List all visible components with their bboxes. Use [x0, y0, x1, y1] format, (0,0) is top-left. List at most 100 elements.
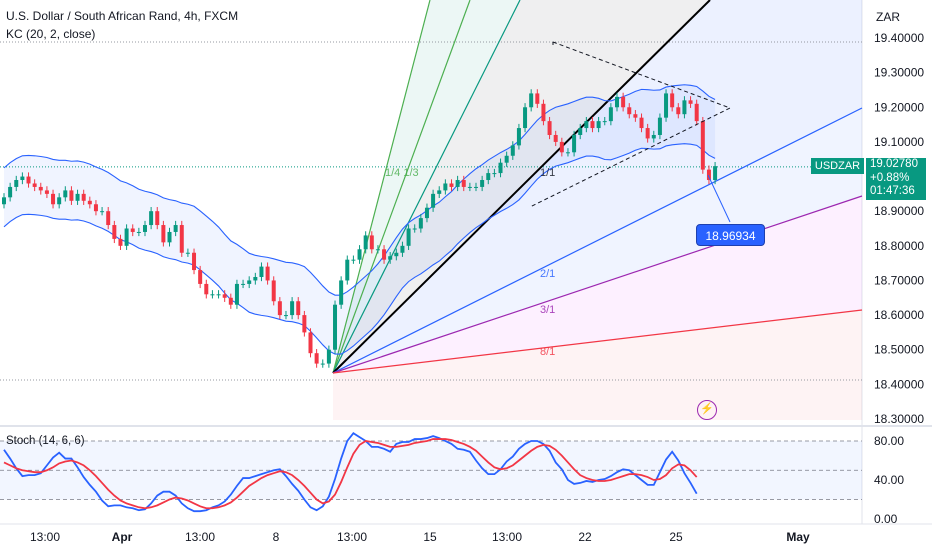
fan-fill-2-1 [333, 0, 862, 373]
candle-body [670, 93, 675, 108]
fan-label: 1/4 1/3 [385, 167, 419, 179]
candle-body [431, 193, 436, 208]
candle-body [26, 176, 31, 184]
candle-body [130, 228, 135, 232]
stoch-label[interactable]: Stoch (14, 6, 6) [6, 435, 85, 447]
measure-label[interactable]: 18.96934 [696, 224, 765, 246]
candle-body [388, 256, 393, 260]
candle-body [535, 93, 540, 104]
candle-body [20, 176, 25, 181]
fan-label: 3/1 [540, 304, 555, 316]
candle-body [204, 283, 209, 295]
candle-body [492, 173, 497, 175]
candle-body [688, 100, 693, 104]
candle-body [474, 186, 479, 188]
candle-body [559, 141, 564, 153]
fan-line-4 [332, 107, 863, 374]
price-change: +0.88% [870, 171, 910, 184]
candle-body [578, 128, 583, 135]
candle-body [14, 180, 19, 187]
fan-line-1 [332, 0, 471, 374]
candle-body [333, 304, 338, 350]
candle-body [277, 301, 282, 316]
candle-body [75, 193, 80, 201]
candle-body [547, 121, 552, 135]
candle-body [394, 252, 399, 257]
candle-body [412, 228, 417, 230]
candle-body [100, 211, 105, 213]
candle-body [124, 228, 129, 246]
candle-body [155, 211, 160, 226]
candle-body [602, 121, 607, 123]
candle-body [639, 117, 644, 129]
price-tick: 18.70000 [874, 273, 924, 287]
candle-body [81, 193, 86, 201]
fan-line-5 [332, 195, 863, 374]
candle-body [651, 134, 656, 139]
candle-body [706, 169, 711, 181]
candle-body [149, 211, 154, 226]
candle-body [142, 225, 147, 232]
candle-body [136, 231, 141, 233]
flash-icon[interactable]: ⚡ [697, 400, 717, 420]
fan-line-0 [332, 0, 431, 374]
candle-body [553, 134, 558, 142]
time-tick: 13:00 [492, 530, 522, 544]
candle-body [418, 218, 423, 229]
candle-body [633, 114, 638, 118]
candle-body [700, 121, 705, 170]
candle-body [608, 107, 613, 122]
indicator-label[interactable]: KC (20, 2, close) [6, 27, 96, 41]
triangle-pattern [529, 41, 732, 208]
candle-body [222, 294, 227, 298]
candle-body [112, 225, 117, 239]
time-tick: 22 [578, 530, 592, 544]
candle-body [253, 276, 258, 281]
keltner-upper [3, 84, 716, 296]
candle-body [57, 197, 62, 205]
price-tick: 18.90000 [874, 204, 924, 218]
stoch-d-line [3, 438, 698, 510]
candle-body [713, 166, 718, 181]
candle-body [38, 186, 43, 191]
time-tick: 25 [669, 530, 683, 544]
candle-body [161, 225, 166, 243]
candle-body [32, 183, 37, 187]
candle-body [63, 190, 68, 198]
candle-body [437, 190, 442, 194]
price-tick: 19.10000 [874, 135, 924, 149]
candle-body [375, 249, 380, 251]
candle-body [424, 207, 429, 219]
candle-body [93, 204, 98, 212]
candle-body [645, 128, 650, 139]
candle-body [216, 294, 221, 296]
time-tick: May [786, 530, 810, 544]
candle-body [657, 117, 662, 135]
time-tick: 8 [273, 530, 280, 544]
candle-body [443, 183, 448, 191]
candle-body [51, 193, 56, 205]
currency-label[interactable]: ZAR [876, 10, 900, 24]
keltner-fill [4, 84, 716, 355]
candle-body [259, 266, 264, 277]
candle-body [326, 349, 331, 364]
stoch-k-line [3, 432, 698, 513]
fan-label: 2/1 [540, 268, 555, 280]
candle-body [8, 186, 13, 198]
candle-body [314, 353, 319, 364]
candle-body [565, 152, 570, 154]
candle-body [621, 96, 626, 108]
candle-body [290, 301, 295, 316]
candle-body [265, 266, 270, 281]
candle-body [363, 235, 368, 250]
candle-body [87, 200, 92, 205]
candle-body [228, 297, 233, 305]
stoch-tick: 0.00 [874, 512, 898, 526]
candle-body [461, 180, 466, 187]
candle-body [179, 225, 184, 253]
time-tick: 15 [423, 530, 437, 544]
candle-body [69, 190, 74, 201]
candle-body [504, 155, 509, 163]
